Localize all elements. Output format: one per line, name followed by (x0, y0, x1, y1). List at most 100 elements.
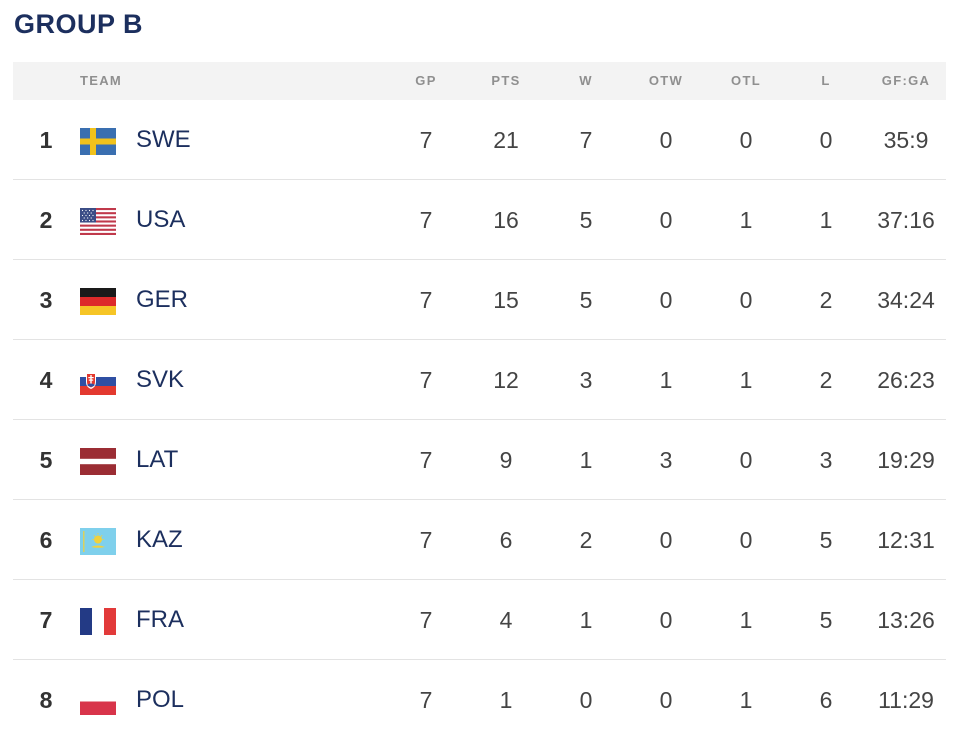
otw-value: 0 (659, 687, 673, 713)
otl-value: 0 (739, 447, 753, 473)
gfga-value: 11:29 (878, 687, 934, 713)
pts-value: 9 (499, 447, 513, 473)
gfga-value: 26:23 (877, 367, 935, 393)
rank: 3 (39, 287, 53, 313)
otw-value: 0 (659, 287, 673, 313)
usa-flag-icon (80, 208, 116, 235)
header-team: TEAM (80, 73, 123, 88)
otl-value: 1 (739, 687, 753, 713)
team-name[interactable]: GER (136, 286, 189, 313)
france-flag-icon (80, 608, 116, 635)
otl-value: 0 (739, 287, 753, 313)
table-row[interactable]: 4 SVK 7 12 3 1 1 2 26 (13, 340, 946, 420)
header-gfga: GF:GA (881, 73, 931, 88)
pts-value: 12 (493, 367, 519, 393)
rank: 8 (39, 687, 53, 713)
w-value: 5 (579, 207, 593, 233)
gp-value: 7 (419, 447, 433, 473)
otl-value: 1 (739, 607, 753, 633)
gp-value: 7 (419, 127, 433, 153)
otw-value: 0 (659, 527, 673, 553)
otw-value: 3 (659, 447, 673, 473)
pts-value: 6 (499, 527, 513, 553)
team-name[interactable]: LAT (136, 446, 179, 473)
team-name[interactable]: SWE (136, 126, 191, 153)
l-value: 1 (819, 207, 833, 233)
header-otw: OTW (648, 73, 684, 88)
kazakhstan-flag-icon (80, 528, 116, 555)
otl-value: 1 (739, 367, 753, 393)
l-value: 5 (819, 527, 833, 553)
gp-value: 7 (419, 287, 433, 313)
l-value: 5 (819, 607, 833, 633)
otw-value: 1 (659, 367, 673, 393)
gfga-value: 35:9 (883, 127, 929, 153)
w-value: 0 (579, 687, 593, 713)
w-value: 3 (579, 367, 593, 393)
pts-value: 15 (493, 287, 519, 313)
rank: 2 (39, 207, 53, 233)
rank: 7 (39, 607, 53, 633)
group-title: GROUP B (14, 9, 144, 39)
table-row[interactable]: 8 POL 7 1 0 0 1 6 11:29 (13, 660, 946, 734)
otw-value: 0 (659, 207, 673, 233)
table-row[interactable]: 1 SWE 7 21 7 0 0 0 35:9 (13, 100, 946, 180)
gp-value: 7 (419, 527, 433, 553)
rank: 5 (39, 447, 53, 473)
rank: 1 (39, 127, 53, 153)
pts-value: 1 (499, 687, 513, 713)
l-value: 2 (819, 287, 833, 313)
gp-value: 7 (419, 687, 433, 713)
sweden-flag-icon (80, 128, 116, 155)
table-row[interactable]: 7 FRA 7 4 1 0 1 5 13:26 (13, 580, 946, 660)
table-row[interactable]: 2 (13, 180, 946, 260)
otl-value: 0 (739, 527, 753, 553)
header-pts: PTS (491, 73, 521, 88)
latvia-flag-icon (80, 448, 116, 475)
team-name[interactable]: SVK (136, 366, 185, 393)
gp-value: 7 (419, 207, 433, 233)
gfga-value: 12:31 (877, 527, 935, 553)
table-row[interactable]: 6 KAZ 7 6 2 (13, 500, 946, 580)
table-header: TEAM GP PTS W OTW OTL L GF:GA (13, 62, 946, 100)
l-value: 3 (819, 447, 833, 473)
table-row[interactable]: 3 GER 7 15 5 0 0 2 34:24 (13, 260, 946, 340)
otw-value: 0 (659, 127, 673, 153)
w-value: 2 (579, 527, 593, 553)
slovakia-flag-icon (80, 368, 116, 395)
germany-flag-icon (80, 288, 116, 315)
gfga-value: 34:24 (877, 287, 935, 313)
team-name[interactable]: FRA (136, 606, 184, 633)
l-value: 6 (819, 687, 833, 713)
gp-value: 7 (419, 607, 433, 633)
header-gp: GP (415, 73, 437, 88)
gfga-value: 13:26 (877, 607, 935, 633)
pts-value: 16 (493, 207, 519, 233)
poland-flag-icon (80, 688, 116, 715)
rank: 4 (39, 367, 53, 393)
w-value: 5 (579, 287, 593, 313)
gfga-value: 37:16 (877, 207, 935, 233)
l-value: 2 (819, 367, 833, 393)
pts-value: 21 (493, 127, 519, 153)
l-value: 0 (819, 127, 833, 153)
otl-value: 1 (739, 207, 753, 233)
header-otl: OTL (731, 73, 761, 88)
pts-value: 4 (499, 607, 513, 633)
team-name[interactable]: USA (136, 206, 186, 233)
team-name[interactable]: POL (136, 686, 185, 713)
w-value: 7 (579, 127, 593, 153)
table-row[interactable]: 5 LAT 7 9 1 3 0 3 19:29 (13, 420, 946, 500)
w-value: 1 (579, 447, 593, 473)
header-w: W (579, 73, 593, 88)
w-value: 1 (579, 607, 593, 633)
standings-table-body: 1 SWE 7 21 7 0 0 0 35:9 2 (13, 100, 946, 734)
rank: 6 (39, 527, 53, 553)
gp-value: 7 (419, 367, 433, 393)
header-l: L (821, 73, 831, 88)
team-name[interactable]: KAZ (136, 526, 183, 553)
otl-value: 0 (739, 127, 753, 153)
gfga-value: 19:29 (877, 447, 935, 473)
otw-value: 0 (659, 607, 673, 633)
